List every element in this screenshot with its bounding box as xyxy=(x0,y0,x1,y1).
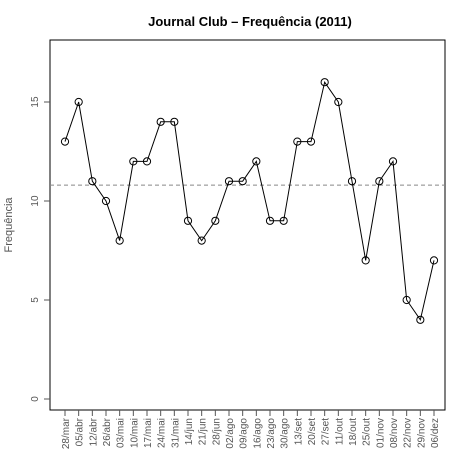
data-point xyxy=(402,295,411,305)
data-point xyxy=(211,216,220,225)
x-tick-label: 09/ago xyxy=(239,418,250,449)
x-tick-label: 28/jun xyxy=(211,418,222,445)
data-point xyxy=(142,157,152,166)
x-tick-label: 03/mai xyxy=(116,418,127,448)
data-point xyxy=(429,256,439,265)
data-point xyxy=(224,177,234,186)
y-tick-label: 5 xyxy=(30,297,41,303)
y-tick-label: 0 xyxy=(30,396,41,402)
data-point xyxy=(388,157,398,166)
y-axis-title: Frequência xyxy=(3,197,15,253)
x-tick-label: 13/set xyxy=(293,418,304,445)
x-tick-label: 16/ago xyxy=(252,418,263,449)
x-tick-label: 22/nov xyxy=(403,418,414,448)
x-tick-label: 01/nov xyxy=(375,418,386,448)
data-point xyxy=(265,216,275,225)
data-point xyxy=(115,236,124,245)
x-tick-label: 21/jun xyxy=(198,418,209,445)
x-tick-label: 28/mar xyxy=(61,417,72,449)
data-point xyxy=(238,177,247,186)
x-tick-label: 14/jun xyxy=(184,418,195,445)
series-line xyxy=(64,80,435,322)
x-tick-label: 06/dez xyxy=(430,418,441,448)
data-point xyxy=(361,256,370,265)
data-point xyxy=(279,216,288,225)
x-tick-label: 10/mai xyxy=(129,418,140,448)
x-tick-label: 02/ago xyxy=(225,418,236,449)
x-tick-label: 31/mai xyxy=(170,418,181,448)
data-point xyxy=(252,157,261,166)
x-tick-label: 20/set xyxy=(307,418,318,445)
y-tick-label: 10 xyxy=(30,195,41,207)
data-point xyxy=(306,137,316,146)
data-point xyxy=(74,97,83,107)
data-point xyxy=(375,177,384,186)
x-tick-label: 30/ago xyxy=(280,418,291,449)
x-tick-label: 25/out xyxy=(362,418,373,446)
x-tick-label: 29/nov xyxy=(416,418,427,448)
data-point xyxy=(183,216,193,225)
data-point xyxy=(293,137,302,146)
data-point xyxy=(156,117,165,126)
x-tick-label: 17/mai xyxy=(143,418,154,448)
plot-frame xyxy=(49,39,446,411)
data-point xyxy=(320,78,329,87)
x-tick-label: 08/nov xyxy=(389,418,400,448)
data-point xyxy=(334,97,343,107)
data-point xyxy=(60,137,70,146)
data-point xyxy=(347,177,357,186)
x-tick-label: 18/out xyxy=(348,418,359,446)
data-point xyxy=(88,177,97,186)
x-tick-label: 23/ago xyxy=(266,418,277,449)
x-tick-label: 27/set xyxy=(321,418,332,445)
x-tick-label: 24/mai xyxy=(157,418,168,448)
y-tick-label: 15 xyxy=(30,96,41,108)
x-tick-label: 11/out xyxy=(334,418,345,445)
x-tick-label: 05/abr xyxy=(75,417,86,446)
data-point xyxy=(170,117,179,126)
data-point xyxy=(416,315,425,324)
data-point xyxy=(197,236,206,245)
x-tick-label: 12/abr xyxy=(88,417,99,446)
chart-title: Journal Club – Frequência (2011) xyxy=(148,14,352,29)
x-tick-label: 26/abr xyxy=(102,417,113,446)
data-point xyxy=(101,196,111,206)
data-point xyxy=(129,157,138,166)
